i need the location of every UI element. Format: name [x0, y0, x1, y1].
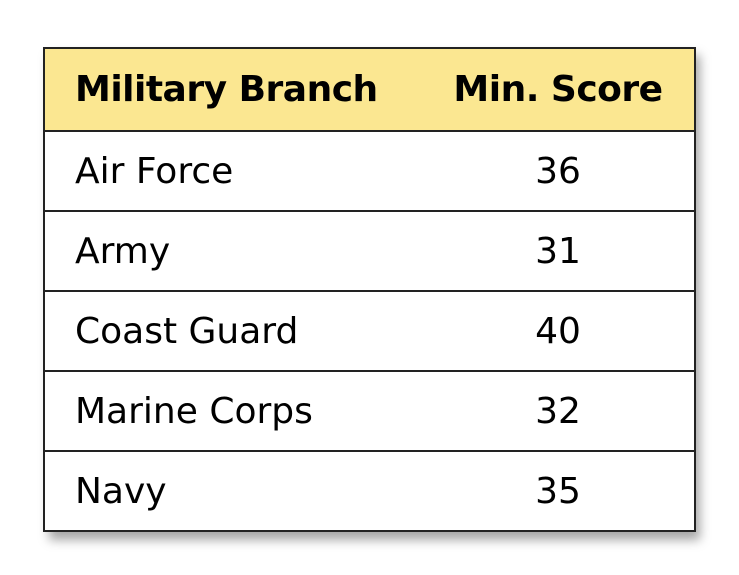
score-cell: 40: [535, 310, 581, 352]
header-row: Military Branch Min. Score: [44, 48, 695, 131]
branch-cell: Army: [75, 230, 171, 272]
branch-cell: Navy: [75, 470, 167, 512]
branch-cell: Coast Guard: [75, 310, 299, 352]
branch-cell: Air Force: [75, 150, 234, 192]
score-cell: 35: [535, 470, 581, 512]
table-row: Air Force 36: [44, 131, 695, 211]
table-container: Military Branch Min. Score Air Force 36 …: [43, 47, 696, 532]
score-cell: 31: [535, 230, 581, 272]
score-cell: 32: [535, 390, 581, 432]
branch-cell: Marine Corps: [75, 390, 313, 432]
table-row: Marine Corps 32: [44, 371, 695, 451]
score-cell: 36: [535, 150, 581, 192]
table-row: Army 31: [44, 211, 695, 291]
table-row: Navy 35: [44, 451, 695, 531]
column-header-score: Min. Score: [453, 69, 663, 110]
column-header-branch: Military Branch: [75, 69, 378, 110]
table-row: Coast Guard 40: [44, 291, 695, 371]
scores-table: Military Branch Min. Score Air Force 36 …: [43, 47, 696, 532]
table-header: Military Branch Min. Score: [44, 48, 695, 131]
table-body: Air Force 36 Army 31 Coast Guard 40 Mari…: [44, 131, 695, 531]
